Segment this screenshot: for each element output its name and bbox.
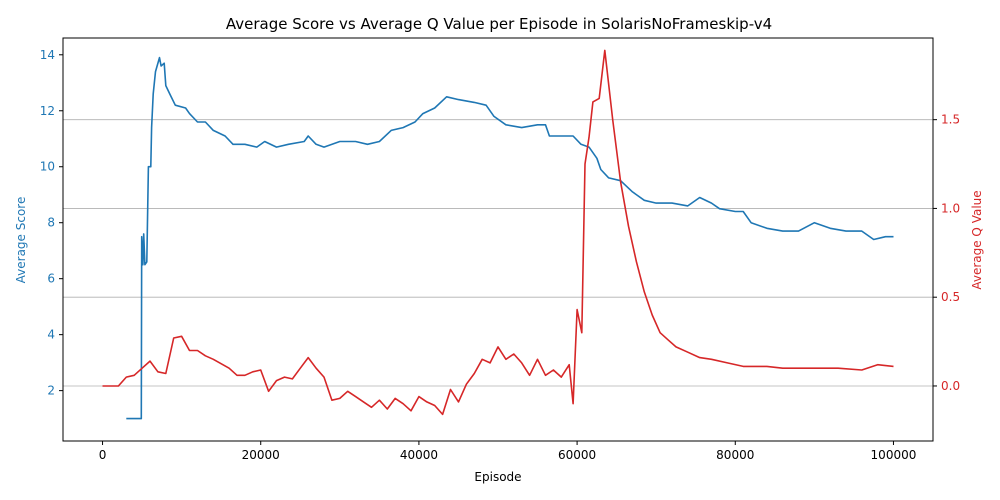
y-left-tick-label: 2	[47, 384, 55, 398]
y-left-tick-label: 12	[40, 104, 55, 118]
plot-frame	[62, 37, 934, 442]
x-axis-label: Episode	[474, 470, 521, 484]
y-left-tick-label: 10	[40, 160, 55, 174]
y-axis-right-label: Average Q Value	[970, 190, 984, 289]
y-right-tick-label: 0.0	[941, 379, 960, 393]
y-left-tick-label: 4	[47, 328, 55, 342]
y-left-tick-label: 8	[47, 216, 55, 230]
y-right-tick-label: 1.0	[941, 201, 960, 215]
x-tick-label: 40000	[400, 448, 438, 462]
x-tick-label: 20000	[242, 448, 280, 462]
x-axis: 0 20000 40000 60000 80000 100000	[99, 441, 917, 462]
y-right-tick-label: 1.5	[941, 113, 960, 127]
chart-title: Average Score vs Average Q Value per Epi…	[226, 15, 772, 33]
y-left-tick-label: 14	[40, 48, 55, 62]
x-tick-label: 0	[99, 448, 107, 462]
x-tick-label: 100000	[871, 448, 917, 462]
y-left-tick-label: 6	[47, 272, 55, 286]
y-right-tick-label: 0.5	[941, 290, 960, 304]
x-tick-label: 80000	[716, 448, 754, 462]
series-layer	[102, 49, 894, 420]
x-tick-label: 60000	[558, 448, 596, 462]
y-axis-right: 0.0 0.5 1.0 1.5	[933, 113, 960, 393]
grid-lines	[63, 119, 933, 387]
y-axis-left: 2 4 6 8 10 12 14	[40, 48, 63, 398]
series-average-q-value-line	[102, 49, 894, 416]
series-average-score-line	[126, 56, 894, 420]
y-axis-left-label: Average Score	[14, 197, 28, 284]
